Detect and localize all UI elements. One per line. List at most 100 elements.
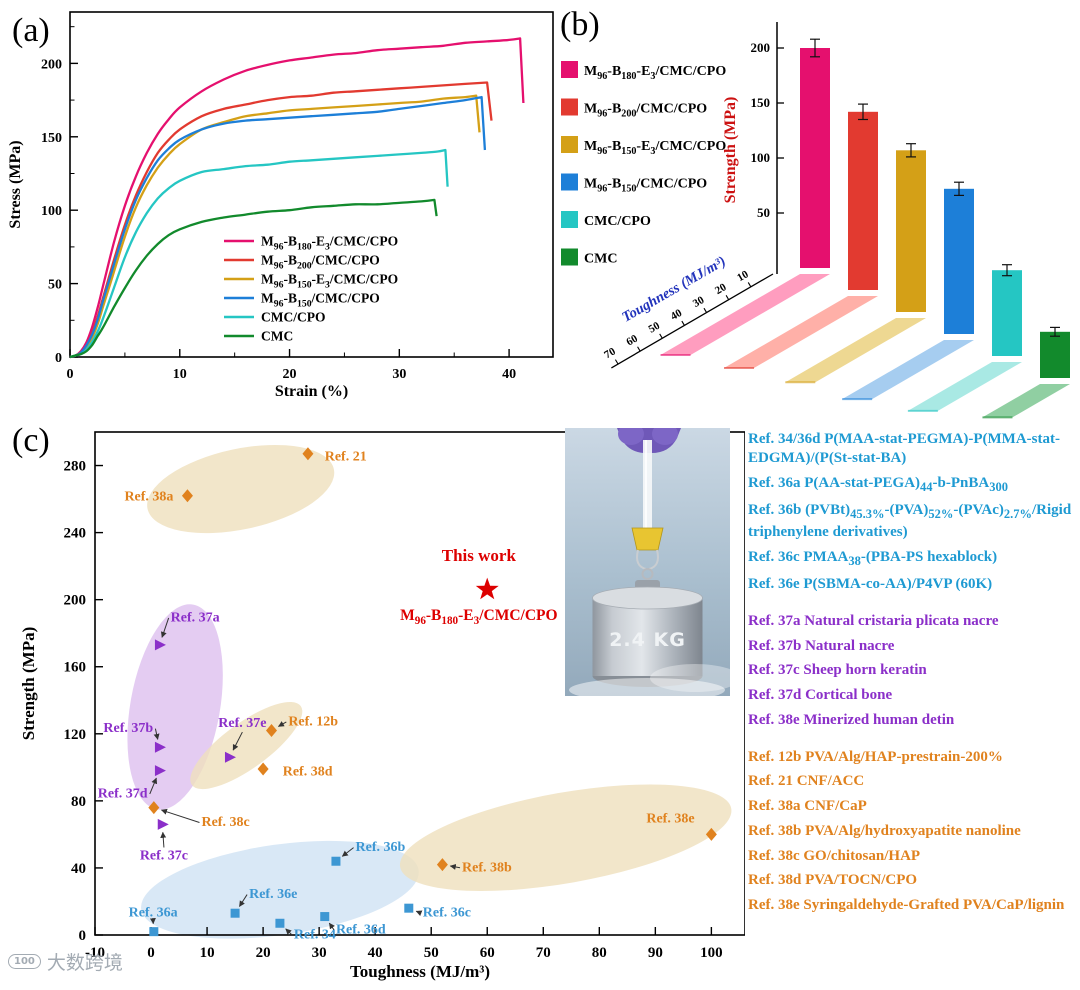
legend-label: M96-B150/CMC/CPO xyxy=(584,177,707,195)
toughness-tick-label: 20 xyxy=(713,281,729,297)
legend-label: M96-B180-E3/CMC/CPO xyxy=(584,64,726,82)
glove-finger xyxy=(652,428,678,445)
this-work-label: This work xyxy=(442,546,517,565)
point-label: Ref. 36b xyxy=(356,840,406,855)
legend-item: M96-B150-E3/CMC/CPO xyxy=(561,136,726,157)
stress-strain-curve xyxy=(69,94,481,359)
watermark: 100 大数跨境 xyxy=(8,948,123,975)
data-point xyxy=(230,908,240,918)
legend-swatch xyxy=(561,61,578,78)
data-point xyxy=(154,765,166,777)
data-point xyxy=(705,827,717,841)
stress-strain-curve xyxy=(69,37,525,359)
y-tick-label: 80 xyxy=(71,794,86,810)
legend-item: M96-B200/CMC/CPO xyxy=(224,253,380,272)
x-tick-label: 10 xyxy=(200,945,215,961)
toughness-ribbon xyxy=(842,340,974,400)
toughness-ribbon xyxy=(724,296,878,369)
glove-finger xyxy=(618,428,644,445)
legend-swatch xyxy=(561,211,578,228)
y-tick-label: 0 xyxy=(79,928,87,944)
x-tick-label: 100 xyxy=(700,945,723,961)
strength-axis-label: Strength (MPa) xyxy=(722,97,739,204)
y-tick-label: 200 xyxy=(64,593,87,609)
legend-label: CMC/CPO xyxy=(584,214,651,229)
point-label: Ref. 36c xyxy=(423,906,471,921)
reference-item: Ref. 37d Cortical bone xyxy=(748,687,893,704)
plot-frame xyxy=(94,431,745,936)
x-tick-label: 80 xyxy=(592,945,607,961)
data-point xyxy=(148,801,160,815)
reference-item: Ref. 36b (PVBt)45.3%-(PVA)52%-(PVAc)2.7%… xyxy=(748,502,1072,540)
point-label: Ref. 34 xyxy=(294,927,336,942)
this-work-star xyxy=(475,577,499,600)
toughness-tick-label: 50 xyxy=(647,320,663,336)
label-leader xyxy=(285,928,293,936)
reference-item: Ref. 37c Sheep horn keratin xyxy=(748,662,927,679)
legend-item: M96-B200/CMC/CPO xyxy=(561,98,707,120)
toughness-tick-label: 70 xyxy=(602,345,618,361)
legend-label: M96-B200/CMC/CPO xyxy=(261,253,380,272)
legend-item: M96-B150-E3/CMC/CPO xyxy=(224,272,398,291)
reference-item: Ref. 12b PVA/Alg/HAP-prestrain-200% xyxy=(748,748,1003,765)
toughness-axis xyxy=(611,273,774,369)
data-point xyxy=(275,918,285,928)
label-leader xyxy=(415,910,423,917)
legend-item: M96-B150/CMC/CPO xyxy=(224,291,380,310)
point-label: Ref. 36e xyxy=(249,887,297,902)
x-tick-label: 90 xyxy=(648,945,663,961)
legend-item: CMC xyxy=(224,329,293,344)
reference-item: Ref. 36e P(SBMA-co-AA)/P4VP (60K) xyxy=(748,576,993,593)
stress-strain-curve xyxy=(69,95,487,359)
y-axis-label: Stress (MPa) xyxy=(7,140,24,228)
legend-swatch xyxy=(561,173,578,191)
y-tick-label: 150 xyxy=(41,131,62,146)
x-tick-label: -10 xyxy=(85,945,105,961)
legend-label: M96-B200/CMC/CPO xyxy=(584,102,707,120)
point-label: Ref. 38a xyxy=(124,490,173,505)
toughness-tick-label: 40 xyxy=(669,307,685,323)
cluster-ellipse xyxy=(141,840,419,939)
reference-group-mineral-composites: Ref. 12b PVA/Alg/HAP-prestrain-200% Ref. … xyxy=(748,748,1080,915)
weight-demo-photo: 2.4 KG xyxy=(565,428,730,696)
data-point xyxy=(154,741,166,753)
x-axis-label: Toughness (MJ/m³) xyxy=(350,962,490,981)
stress-strain-curve xyxy=(69,198,438,359)
strength-bar xyxy=(800,48,830,268)
strength-bar xyxy=(1040,331,1070,378)
legend-item: M96-B150/CMC/CPO xyxy=(561,173,707,195)
x-tick-label: 10 xyxy=(173,367,187,382)
label-leader xyxy=(449,864,461,870)
x-tick-label: 30 xyxy=(392,367,406,382)
point-label: Ref. 37d xyxy=(98,786,148,801)
this-work-material-label: M96-B180-E3/CMC/CPO xyxy=(400,607,557,627)
x-tick-label: 0 xyxy=(147,945,155,961)
toughness-ribbon xyxy=(982,384,1070,418)
panel-c-label: (c) xyxy=(12,422,50,459)
legend-item: M96-B180-E3/CMC/CPO xyxy=(561,61,726,82)
hook-ring xyxy=(641,568,654,580)
legend-label: CMC/CPO xyxy=(261,310,326,325)
reference-item: Ref. 38e Syringaldehyde-Grafted PVA/CaP/… xyxy=(748,897,1065,914)
toughness-ribbon xyxy=(660,274,830,356)
legend-item: CMC/CPO xyxy=(224,310,326,325)
reference-legend: Ref. 34/36d P(MAA-stat-PEGMA)-P(MMA-stat… xyxy=(748,430,1080,933)
x-tick-label: 0 xyxy=(67,367,74,382)
reference-group-natural-materials: Ref. 37a Natural cristaria plicata nacre… xyxy=(748,612,1080,730)
cluster-ellipse xyxy=(127,604,223,810)
legend-swatch xyxy=(561,98,578,116)
point-label: Ref. 37e xyxy=(218,716,266,731)
label-leader xyxy=(149,777,158,795)
toughness-tick-label: 10 xyxy=(735,268,751,284)
watermark-brand: 大数跨境 xyxy=(46,952,123,974)
panel-b-label: (b) xyxy=(560,6,600,43)
reference-item: Ref. 37b Natural nacre xyxy=(748,637,895,654)
data-point xyxy=(149,927,159,937)
label-leader xyxy=(328,922,335,931)
reference-item: Ref. 38e Minerized human detin xyxy=(748,711,955,728)
label-leader xyxy=(239,894,248,907)
clip-wire xyxy=(636,549,659,570)
strength-tick-label: 100 xyxy=(751,150,771,165)
data-point xyxy=(331,856,341,866)
